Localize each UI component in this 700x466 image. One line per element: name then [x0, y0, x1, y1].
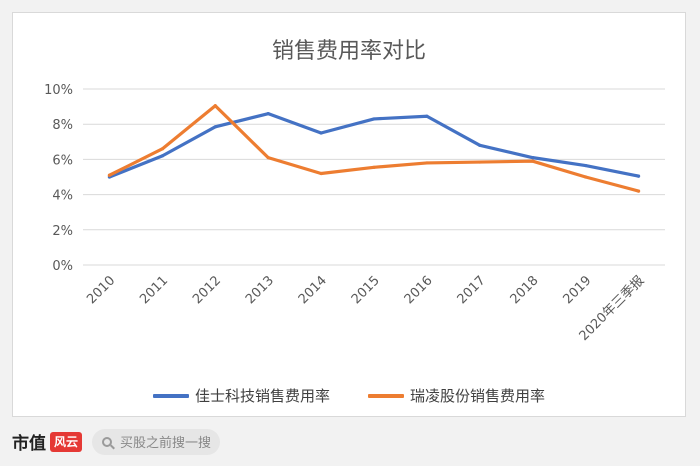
series-1-point	[636, 174, 641, 178]
series-2-point	[266, 156, 270, 160]
x-tick-label: 2014	[296, 273, 330, 307]
x-tick-label: 2019	[560, 273, 594, 307]
series-1-point	[213, 125, 217, 129]
series-1-point	[478, 143, 482, 147]
x-tick-label: 2018	[508, 273, 542, 307]
chart-card: 销售费用率对比 0% 2% 4% 6% 8% 10% 2010 2011 2012 2013 201…	[12, 12, 686, 417]
legend-label: 佳士科技销售费用率	[194, 387, 330, 405]
y-tick-label: 6%	[52, 153, 73, 168]
series-2-point	[584, 175, 588, 179]
x-tick-label: 2011	[137, 273, 171, 307]
x-tick-label: 2017	[455, 273, 489, 307]
x-tick-label: 2015	[349, 273, 383, 307]
x-tick-label: 2010	[84, 273, 118, 307]
chart-legend: 佳士科技销售费用率 瑞凌股份销售费用率	[13, 385, 685, 406]
search-icon	[102, 436, 112, 447]
y-tick-label: 4%	[52, 189, 73, 204]
search-placeholder: 买股之前搜一搜	[120, 436, 212, 451]
y-tick-label: 10%	[44, 83, 73, 98]
series-2-point	[478, 160, 482, 164]
series-2-point	[160, 147, 164, 151]
y-tick-label: 8%	[52, 118, 73, 133]
series-2-point	[107, 173, 112, 177]
y-tick-label: 2%	[52, 224, 73, 239]
series-2-point	[213, 104, 217, 108]
legend-item-1: 佳士科技销售费用率	[152, 385, 330, 406]
x-tick-label: 2013	[243, 273, 277, 307]
series-2-point	[372, 165, 376, 169]
chart-title: 销售费用率对比	[271, 39, 426, 64]
series-2-point	[636, 189, 641, 193]
series-2-point	[531, 159, 535, 163]
legend-label: 瑞凌股份销售费用率	[410, 387, 546, 405]
series-1-point	[160, 154, 164, 158]
search-box[interactable]: 买股之前搜一搜	[92, 428, 220, 455]
series-2-point	[425, 161, 429, 165]
series-1-point	[584, 163, 588, 168]
legend-swatch	[152, 393, 189, 398]
y-tick-label: 0%	[52, 259, 73, 274]
series-1-point	[425, 114, 429, 118]
legend-swatch	[368, 393, 404, 398]
brand-text: 市值	[12, 434, 46, 454]
footer-bar: 市值 风云 买股之前搜一搜	[0, 417, 700, 466]
legend-item-2: 瑞凌股份销售费用率	[368, 385, 545, 406]
x-tick-label: 2016	[402, 273, 436, 307]
brand[interactable]: 市值 风云	[12, 429, 82, 454]
series-1-point	[319, 131, 323, 135]
series-1-point	[372, 117, 376, 121]
x-tick-label: 2012	[190, 273, 224, 307]
line-chart: 0% 2% 4% 6% 8% 10% 2010 2011 2012 2013 2014 2015 201…	[44, 83, 665, 344]
series-1-point	[531, 156, 535, 160]
series-2-point	[319, 171, 323, 176]
brand-logo: 风云	[50, 431, 82, 452]
series-1-point	[266, 112, 270, 116]
